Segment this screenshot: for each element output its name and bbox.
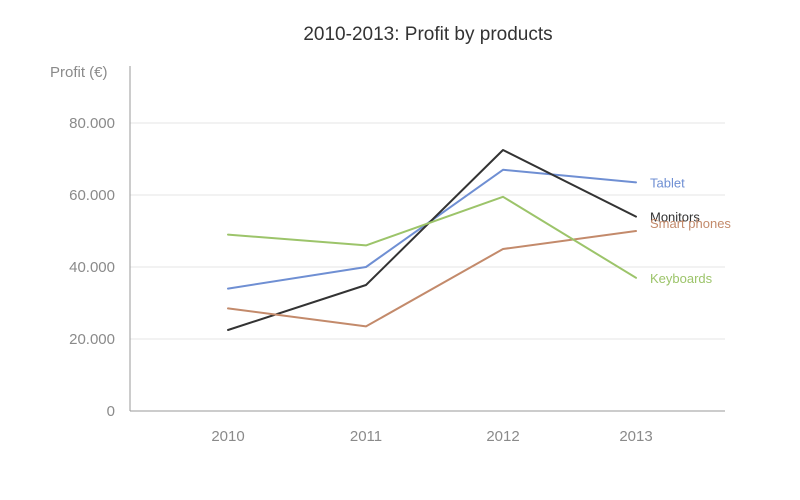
x-tick-label: 2013 [619,428,652,445]
x-tick-label: 2010 [211,428,244,445]
series-label-smart-phones: Smart phones [650,216,731,231]
y-axis-label: Profit (€) [50,64,108,81]
series-line-tablet [227,168,637,290]
y-tick-label: 20.000 [69,331,115,348]
series-label-tablet: Tablet [650,175,685,190]
y-tick-label: 40.000 [69,259,115,276]
x-tick-label: 2012 [486,428,519,445]
y-tick-label: 60.000 [69,187,115,204]
series-label-monitors: Monitors [650,210,700,225]
gridlines [130,122,725,340]
y-tick-label: 0 [107,403,115,420]
series-label-keyboards: Keyboards [650,271,713,286]
series-line-smart-phones [227,230,637,328]
x-tick-labels: 2010 2011 2012 2013 [211,428,652,445]
series-line-monitors [227,149,637,331]
y-tick-labels: 0 20.000 40.000 60.000 80.000 [69,115,115,420]
y-tick-label: 80.000 [69,115,115,132]
series-lines [227,149,637,331]
series-line-keyboards [227,195,637,279]
chart-title: 2010-2013: Profit by products [303,24,552,45]
x-tick-label: 2011 [350,428,382,445]
